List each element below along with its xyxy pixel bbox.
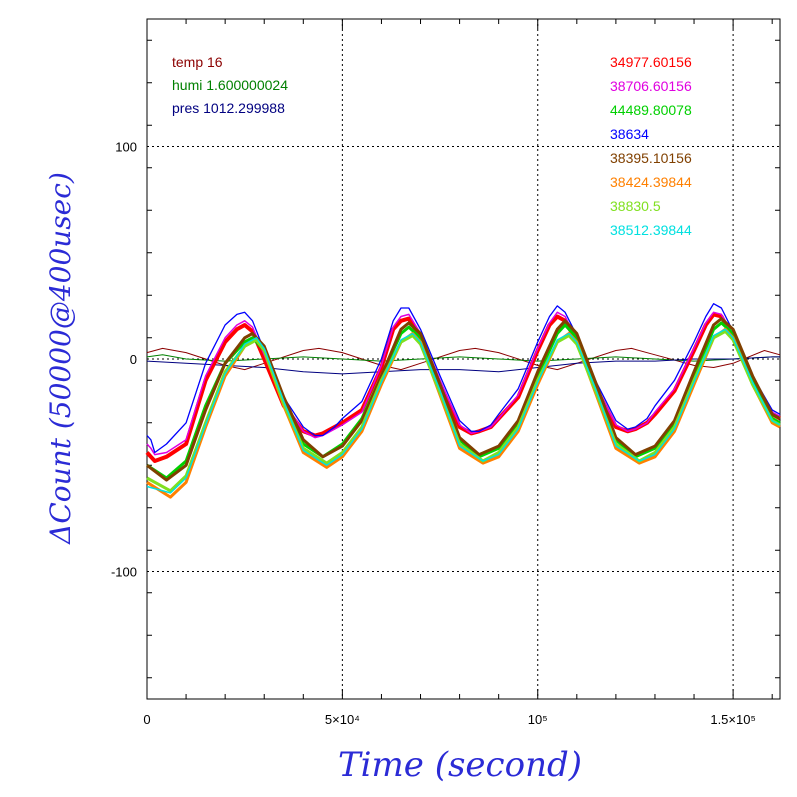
x-axis-title: Time (second) (338, 745, 582, 785)
y-tick-label: -100 (111, 565, 137, 580)
x-tick-label: 0 (143, 712, 150, 727)
x-tick-label: 10⁵ (528, 712, 548, 727)
series-lines (145, 303, 781, 499)
series-line (146, 328, 781, 494)
series-line (146, 303, 781, 454)
channel-legend-entry: 44489.80078 (610, 102, 692, 118)
channel-legend-entry: 38706.60156 (610, 78, 692, 94)
series-line (146, 311, 781, 456)
channel-legend: 34977.60156 38706.60156 44489.80078 38634 38… (610, 54, 692, 238)
env-legend-entry: pres 1012.299988 (172, 100, 285, 116)
y-tick-label: 0 (130, 352, 137, 367)
axis-ticks (146, 19, 780, 699)
channel-legend-entry: 38395.10156 (610, 150, 692, 166)
channel-legend-entry: 38830.5 (610, 198, 661, 214)
x-tick-label: 5×10⁴ (325, 712, 360, 727)
channel-legend-entry: 38634 (610, 126, 649, 142)
x-tick-labels: 0 5×10⁴ 10⁵ 1.5×10⁵ (143, 712, 755, 727)
y-tick-label: 100 (115, 140, 137, 155)
series-line (146, 329, 781, 493)
series-line (146, 317, 781, 482)
env-legend-entry: humi 1.600000024 (172, 77, 288, 93)
y-axis-title: ΔCount (50000@400usec) (44, 172, 77, 545)
channel-legend-entry: 38512.39844 (610, 222, 692, 238)
y-tick-labels: -100 0 100 (111, 140, 137, 580)
channel-legend-entry: 34977.60156 (610, 54, 692, 70)
channel-legend-entry: 38424.39844 (610, 174, 692, 190)
series-line (145, 312, 781, 463)
env-legend: temp 16 humi 1.600000024 pres 1012.299988 (172, 54, 288, 116)
env-legend-entry: temp 16 (172, 54, 223, 70)
x-tick-label: 1.5×10⁵ (710, 712, 756, 727)
